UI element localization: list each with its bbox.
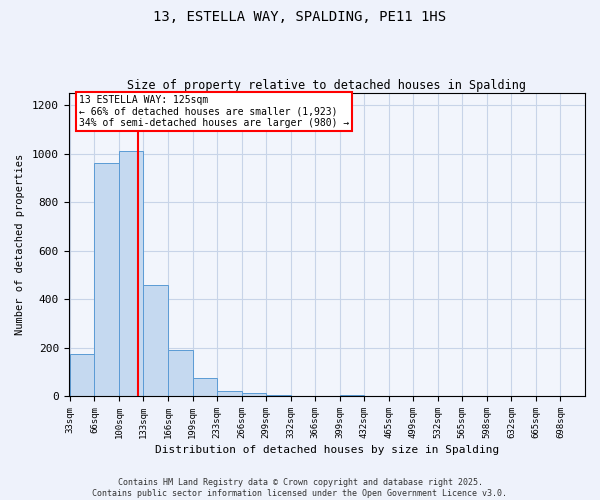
Title: Size of property relative to detached houses in Spalding: Size of property relative to detached ho… [127, 79, 526, 92]
Text: 13, ESTELLA WAY, SPALDING, PE11 1HS: 13, ESTELLA WAY, SPALDING, PE11 1HS [154, 10, 446, 24]
Y-axis label: Number of detached properties: Number of detached properties [15, 154, 25, 335]
Bar [193, 378, 217, 396]
Bar [70, 354, 94, 396]
X-axis label: Distribution of detached houses by size in Spalding: Distribution of detached houses by size … [155, 445, 499, 455]
Bar [119, 152, 143, 396]
Bar [266, 395, 290, 396]
Bar [94, 164, 119, 396]
Text: Contains HM Land Registry data © Crown copyright and database right 2025.
Contai: Contains HM Land Registry data © Crown c… [92, 478, 508, 498]
Bar [168, 350, 193, 396]
Bar [143, 284, 168, 396]
Bar [217, 391, 242, 396]
Bar [340, 395, 364, 396]
Bar [242, 393, 266, 396]
Text: 13 ESTELLA WAY: 125sqm
← 66% of detached houses are smaller (1,923)
34% of semi-: 13 ESTELLA WAY: 125sqm ← 66% of detached… [79, 94, 349, 128]
